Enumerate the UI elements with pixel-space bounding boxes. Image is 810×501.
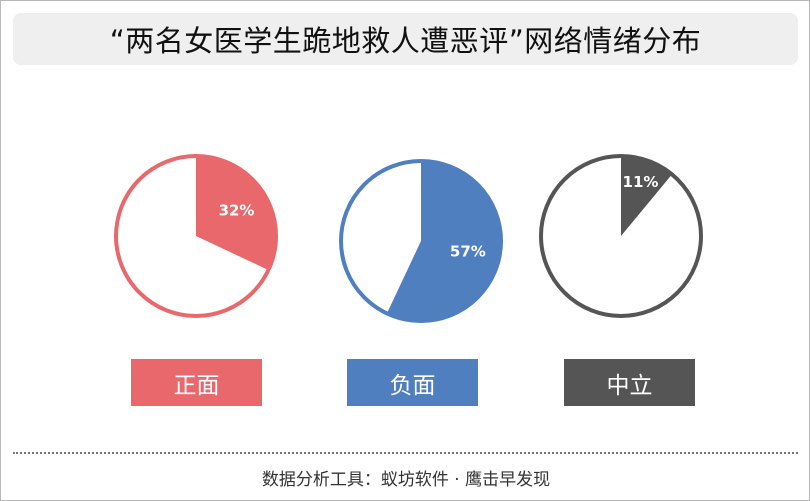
pie-slice-positive <box>196 156 276 271</box>
footer-divider <box>13 452 798 454</box>
pie-slice-negative <box>386 161 501 321</box>
label-positive: 正面 <box>131 359 262 406</box>
label-negative: 负面 <box>347 359 478 406</box>
pie-value-label-positive: 32% <box>219 201 255 219</box>
footer-source: 数据分析工具：蚁坊软件 · 鹰击早发现 <box>261 469 551 490</box>
pie-slice-neutral <box>621 156 672 236</box>
pie-value-label-negative: 57% <box>450 242 486 260</box>
label-neutral: 中立 <box>564 359 695 406</box>
pie-value-label-neutral: 11% <box>623 173 659 191</box>
title-bar: “两名女医学生跪地救人遭恶评”网络情绪分布 <box>13 13 798 65</box>
chart-title: “两名女医学生跪地救人遭恶评”网络情绪分布 <box>109 24 702 58</box>
